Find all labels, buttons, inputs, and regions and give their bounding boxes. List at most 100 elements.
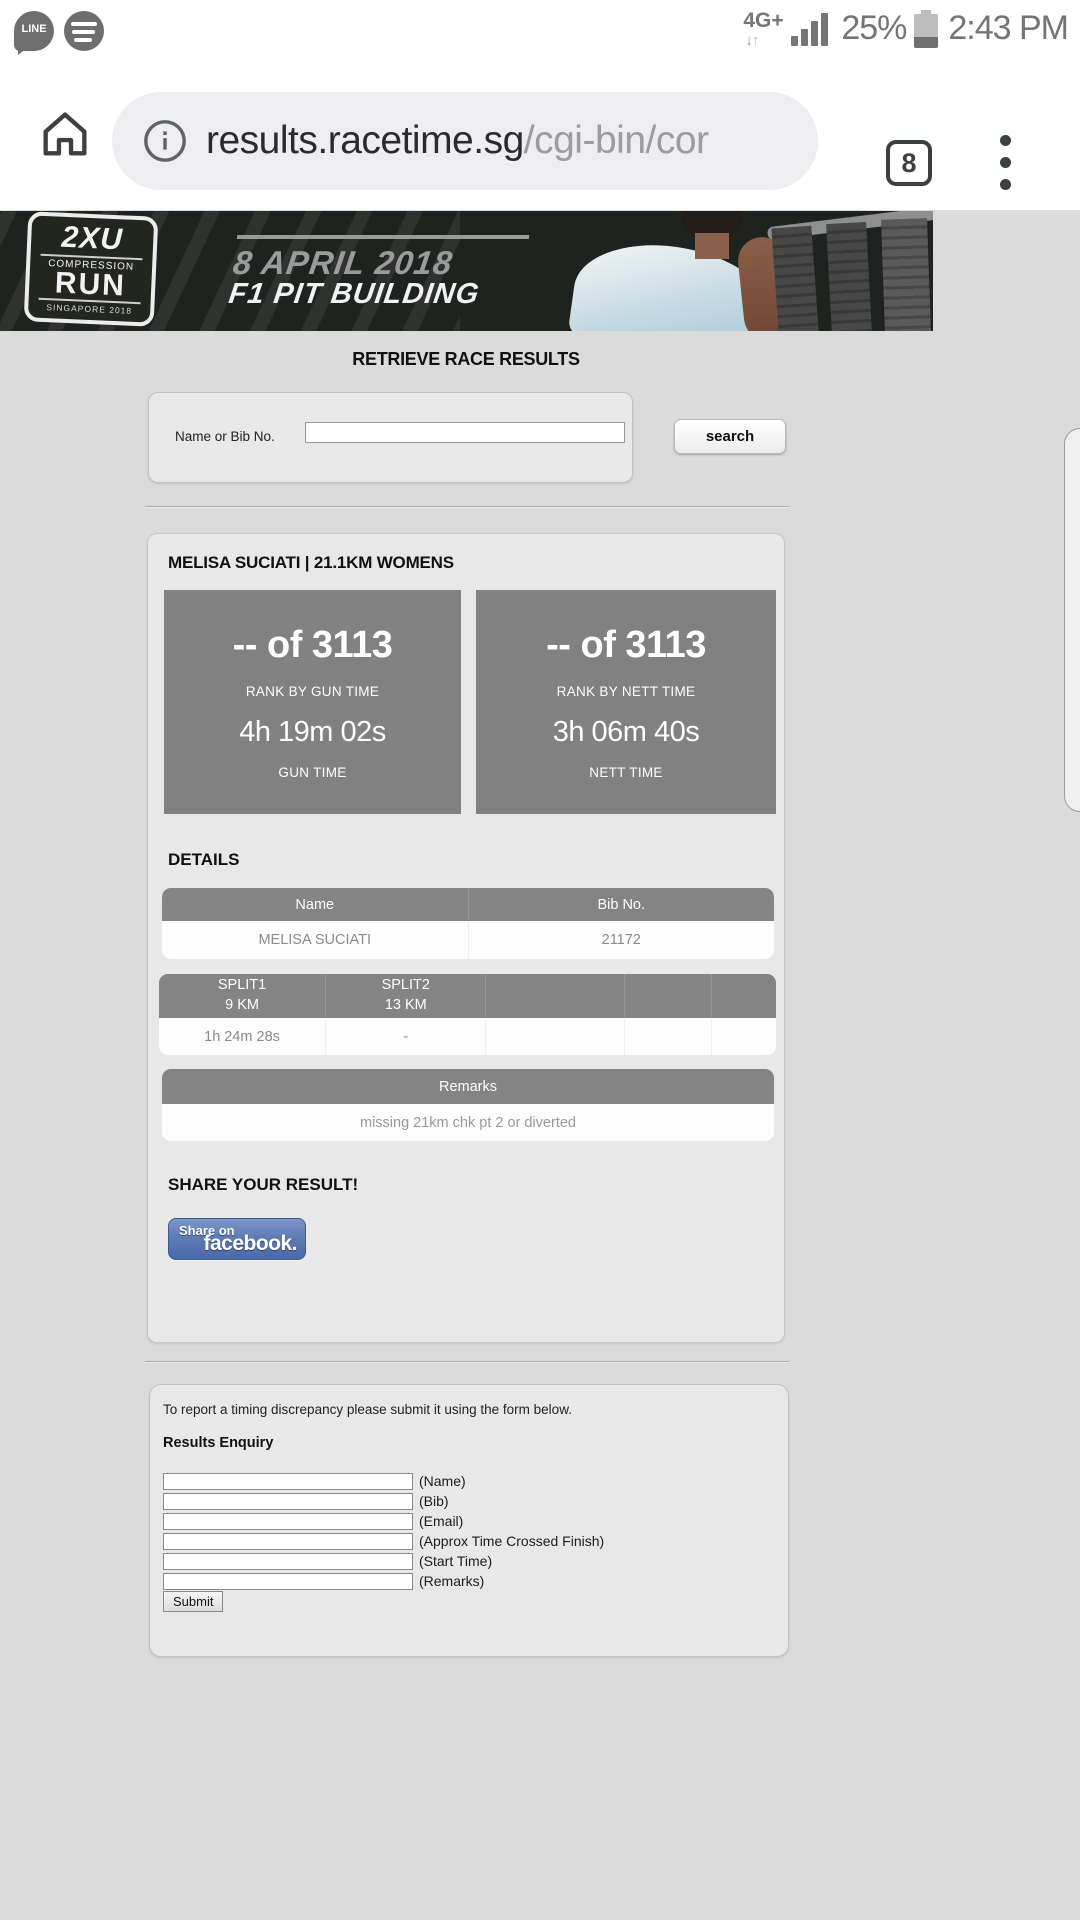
details-header-name: Name [162,888,469,921]
logo-brand: 2XU [60,220,124,257]
battery-icon [914,9,939,48]
2xu-compression-run-logo: 2XU COMPRESSION RUN SINGAPORE 2018 [23,211,159,327]
split3-value [485,1018,626,1055]
enquiry-name-label: (Name) [419,1473,466,1489]
divider [145,1361,789,1363]
enquiry-start-time-label: (Start Time) [419,1553,493,1569]
details-table: Name Bib No. MELISA SUCIATI 21172 [162,888,774,959]
enquiry-heading: Results Enquiry [163,1435,274,1451]
search-panel: Name or Bib No. [148,392,633,483]
search-button[interactable]: search [674,419,786,454]
logo-run: RUN [54,266,127,303]
nett-time-box: -- of 3113 RANK BY NETT TIME 3h 06m 40s … [476,590,776,814]
split1-header: SPLIT1 9 KM [159,974,327,1018]
remarks-header: Remarks [162,1069,774,1104]
enquiry-start-time-input[interactable] [163,1552,413,1570]
search-input[interactable] [305,422,625,443]
network-type-indicator: 4G+ ↓↑ [741,7,785,51]
browser-menu-button[interactable] [1000,133,1012,193]
line-notification-icon: LINE [14,11,54,55]
status-bar-right: 4G+ ↓↑ 25% 2:43 PM [741,0,1069,57]
nett-time-value: 3h 06m 40s [552,716,700,748]
enquiry-email-label: (Email) [419,1513,464,1529]
table-row: missing 21km chk pt 2 or diverted [162,1104,774,1141]
split5-header [711,974,776,1018]
event-banner-image[interactable]: 2XU COMPRESSION RUN SINGAPORE 2018 8 APR… [0,211,933,331]
network-4g-label: 4G+ [743,8,784,32]
enquiry-row-name: (Name) [163,1471,466,1491]
banner-date-block: 8 APRIL 2018 F1 PIT BUILDING [227,235,538,311]
spotify-notification-icon [64,11,104,51]
enquiry-finish-time-label: (Approx Time Crossed Finish) [419,1533,605,1549]
table-row: 1h 24m 28s - [159,1018,776,1055]
details-header-bib: Bib No. [468,888,774,921]
table-row: MELISA SUCIATI 21172 [162,921,774,959]
line-icon-label: LINE [21,23,47,35]
enquiry-bib-input[interactable] [163,1492,413,1510]
runner-photo [545,211,825,331]
enquiry-intro-text: To report a timing discrepancy please su… [163,1402,572,1417]
split4-value [624,1018,712,1055]
split4-header [624,974,712,1018]
gun-time-value: 4h 19m 02s [239,716,386,748]
marina-bay-sands-graphic [766,211,933,331]
data-arrows-icon: ↓↑ [745,31,759,49]
enquiry-row-start-time: (Start Time) [163,1551,492,1571]
gun-rank-value: -- of 3113 [232,624,393,666]
facebook-logo-label: facebook. [203,1232,297,1255]
remarks-value: missing 21km chk pt 2 or diverted [162,1104,774,1141]
page-title: RETRIEVE RACE RESULTS [352,349,580,369]
submit-button[interactable]: Submit [163,1591,224,1612]
gun-rank-label: RANK BY GUN TIME [245,684,380,699]
enquiry-remarks-input[interactable] [163,1572,413,1590]
details-cell-name: MELISA SUCIATI [162,921,469,959]
right-edge-clipped-panel [1064,428,1080,812]
split2-value: - [325,1018,487,1055]
facebook-share-on-label: Share on [179,1223,235,1238]
divider [145,506,789,508]
enquiry-bib-label: (Bib) [419,1493,449,1509]
banner-date: 8 APRIL 2018 [230,244,456,281]
remarks-table: Remarks missing 21km chk pt 2 or diverte… [162,1069,774,1141]
split3-header [485,974,626,1018]
enquiry-row-finish-time: (Approx Time Crossed Finish) [163,1531,604,1551]
banner-rule [236,235,530,239]
url-bar[interactable]: results.racetime.sg/cgi-bin/cor [112,92,818,190]
url-text: results.racetime.sg/cgi-bin/cor [206,119,709,163]
url-domain: results.racetime.sg [206,119,524,162]
details-heading: DETAILS [168,850,240,869]
nett-time-label: NETT TIME [589,765,663,780]
nett-rank-value: -- of 3113 [546,624,706,666]
enquiry-row-remarks: (Remarks) [163,1571,484,1591]
home-button[interactable] [36,105,94,163]
enquiry-email-input[interactable] [163,1512,413,1530]
gun-time-label: GUN TIME [278,765,347,780]
result-card: MELISA SUCIATI | 21.1KM WOMENS -- of 311… [147,533,785,1343]
results-enquiry-panel: To report a timing discrepancy please su… [149,1384,789,1657]
search-field-label: Name or Bib No. [175,429,275,444]
splits-table: SPLIT1 9 KM SPLIT2 13 KM 1h 24m 28s - [159,974,776,1055]
enquiry-row-bib: (Bib) [163,1491,449,1511]
banner-venue: F1 PIT BUILDING [226,278,482,310]
battery-percent-label: 25% [841,9,907,47]
nett-rank-label: RANK BY NETT TIME [556,684,696,699]
gun-time-box: -- of 3113 RANK BY GUN TIME 4h 19m 02s G… [164,590,461,814]
split5-value [711,1018,776,1055]
runner-name-category: MELISA SUCIATI | 21.1KM WOMENS [168,553,454,572]
page-info-icon[interactable] [142,118,188,164]
status-bar: LINE 4G+ ↓↑ 25% 2:43 PM [0,0,1080,57]
clock-label: 2:43 PM [948,9,1069,47]
enquiry-row-email: (Email) [163,1511,463,1531]
share-heading: SHARE YOUR RESULT! [168,1175,359,1194]
enquiry-name-input[interactable] [163,1472,413,1490]
facebook-share-button[interactable]: Share on facebook. [168,1218,306,1260]
split1-value: 1h 24m 28s [159,1018,327,1055]
split2-header: SPLIT2 13 KM [325,974,487,1018]
url-fade [748,92,818,190]
url-path: /cgi-bin/cor [523,119,709,162]
enquiry-remarks-label: (Remarks) [419,1573,485,1589]
enquiry-finish-time-input[interactable] [163,1532,413,1550]
tab-count-label: 8 [901,147,917,178]
tab-switcher-button[interactable]: 8 [886,140,932,186]
signal-strength-icon [791,12,831,46]
